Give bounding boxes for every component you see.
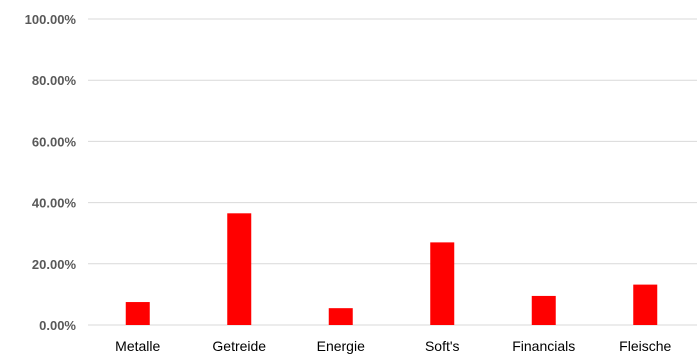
x-axis-tick-labels: Metalle Getreide Energie Soft's Financials Fl… <box>115 338 671 354</box>
y-tick-label-5: 100.00% <box>25 12 77 27</box>
x-tick-label-0: Metalle <box>115 338 160 354</box>
y-tick-label-1: 20.00% <box>32 257 77 272</box>
bars <box>126 213 658 325</box>
x-tick-label-3: Soft's <box>425 338 460 354</box>
x-tick-label-4: Financials <box>512 338 575 354</box>
bar-3 <box>430 242 454 325</box>
bar-1 <box>227 213 251 325</box>
y-tick-label-4: 80.00% <box>32 73 77 88</box>
bar-4 <box>532 296 556 325</box>
y-axis-tick-labels: 0.00% 20.00% 40.00% 60.00% 80.00% 100.00% <box>25 12 77 333</box>
bar-5 <box>633 285 657 325</box>
y-tick-label-3: 60.00% <box>32 134 77 149</box>
x-tick-label-1: Getreide <box>212 338 266 354</box>
x-tick-label-5: Fleische <box>619 338 671 354</box>
y-tick-label-0: 0.00% <box>39 318 76 333</box>
y-tick-label-2: 40.00% <box>32 196 77 211</box>
gridlines <box>88 19 697 325</box>
bar-2 <box>329 308 353 325</box>
x-tick-label-2: Energie <box>317 338 365 354</box>
bar-0 <box>126 302 150 325</box>
